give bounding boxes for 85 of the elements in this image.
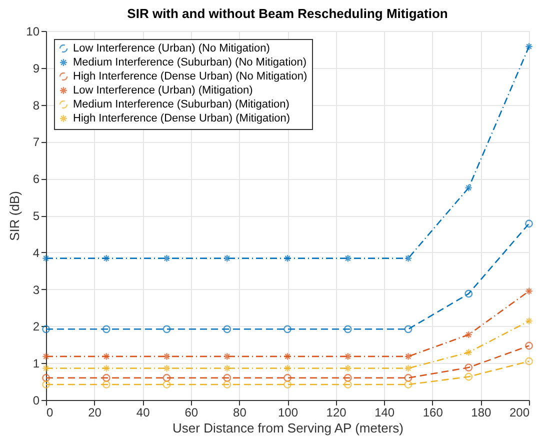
point bbox=[464, 330, 473, 339]
point bbox=[284, 352, 292, 360]
x-tick-label: 200 bbox=[509, 406, 530, 420]
point bbox=[42, 380, 50, 388]
legend-label: Low Interference (Urban) (No Mitigation) bbox=[73, 42, 270, 54]
point bbox=[223, 374, 232, 382]
point bbox=[464, 372, 473, 381]
point bbox=[404, 352, 412, 360]
x-tick-label: 100 bbox=[278, 406, 298, 420]
point bbox=[42, 254, 50, 262]
point bbox=[284, 254, 292, 262]
point bbox=[162, 364, 171, 372]
point bbox=[223, 364, 232, 372]
point bbox=[162, 374, 171, 382]
point bbox=[42, 364, 50, 372]
point bbox=[404, 254, 412, 262]
point bbox=[344, 254, 352, 262]
x-axis-title: User Distance from Serving AP (meters) bbox=[172, 420, 404, 436]
x-tick-label: 140 bbox=[374, 406, 395, 420]
point bbox=[404, 364, 412, 372]
legend-label: High Interference (Dense Urban) (Mitigation) bbox=[73, 112, 290, 124]
y-tick-label: 5 bbox=[32, 209, 40, 223]
point bbox=[464, 348, 473, 356]
legend-label: Medium Interference (Suburban) (Mitigation) bbox=[73, 98, 290, 110]
point bbox=[102, 380, 110, 388]
point bbox=[223, 352, 232, 360]
point bbox=[525, 342, 533, 350]
point bbox=[404, 380, 412, 388]
point bbox=[102, 254, 110, 262]
point bbox=[525, 220, 533, 228]
point bbox=[284, 380, 292, 388]
point bbox=[404, 374, 412, 382]
y-tick-label: 10 bbox=[26, 24, 40, 38]
point bbox=[525, 287, 533, 296]
legend-label: Medium Interference (Suburban) (No Mitigation) bbox=[73, 56, 307, 68]
y-tick-label: 8 bbox=[32, 98, 40, 112]
point bbox=[102, 352, 110, 360]
point bbox=[102, 374, 110, 382]
x-tick-label: 20 bbox=[88, 406, 102, 420]
x-tick-label: 180 bbox=[471, 406, 492, 420]
y-tick-label: 1 bbox=[32, 356, 40, 371]
chart-title: SIR with and without Beam Rescheduling Mitigation bbox=[127, 6, 448, 21]
point bbox=[344, 352, 352, 360]
legend-label: High Interference (Dense Urban) (No Mitigation) bbox=[73, 70, 308, 82]
point bbox=[525, 317, 533, 325]
point bbox=[464, 364, 473, 372]
point bbox=[344, 380, 352, 388]
point bbox=[525, 357, 533, 366]
y-tick-label: 7 bbox=[32, 135, 40, 150]
point bbox=[223, 254, 232, 262]
point bbox=[223, 380, 232, 388]
legend-label: Low Interference (Urban) (Mitigation) bbox=[73, 84, 253, 96]
y-axis-title: SIR (dB) bbox=[7, 191, 22, 241]
y-tick-label: 6 bbox=[32, 172, 40, 186]
x-tick-label: 120 bbox=[326, 406, 347, 420]
x-tick-label: 60 bbox=[184, 406, 198, 420]
y-tick-label: 2 bbox=[32, 320, 40, 334]
y-tick-label: 4 bbox=[32, 246, 40, 260]
point bbox=[42, 325, 50, 334]
y-tick-label: 3 bbox=[32, 282, 40, 297]
point bbox=[162, 380, 171, 388]
point bbox=[42, 374, 50, 382]
y-tick-label: 0 bbox=[32, 394, 40, 408]
point bbox=[223, 325, 232, 334]
point bbox=[162, 325, 171, 334]
x-tick-label: 80 bbox=[233, 406, 247, 420]
y-tick-label: 9 bbox=[32, 61, 40, 76]
point bbox=[404, 325, 412, 334]
point bbox=[464, 184, 473, 192]
point bbox=[284, 364, 292, 372]
point bbox=[344, 374, 352, 382]
point bbox=[102, 364, 110, 372]
point bbox=[162, 352, 171, 360]
point bbox=[525, 42, 533, 50]
point bbox=[284, 374, 292, 382]
point bbox=[344, 325, 352, 334]
x-tick-label: 40 bbox=[136, 406, 150, 420]
point bbox=[42, 352, 50, 360]
point bbox=[162, 254, 171, 262]
point bbox=[464, 290, 473, 298]
point bbox=[284, 325, 292, 334]
x-tick-label: 0 bbox=[46, 406, 54, 420]
point bbox=[344, 364, 352, 372]
point bbox=[102, 325, 110, 334]
x-tick-label: 160 bbox=[422, 406, 444, 420]
